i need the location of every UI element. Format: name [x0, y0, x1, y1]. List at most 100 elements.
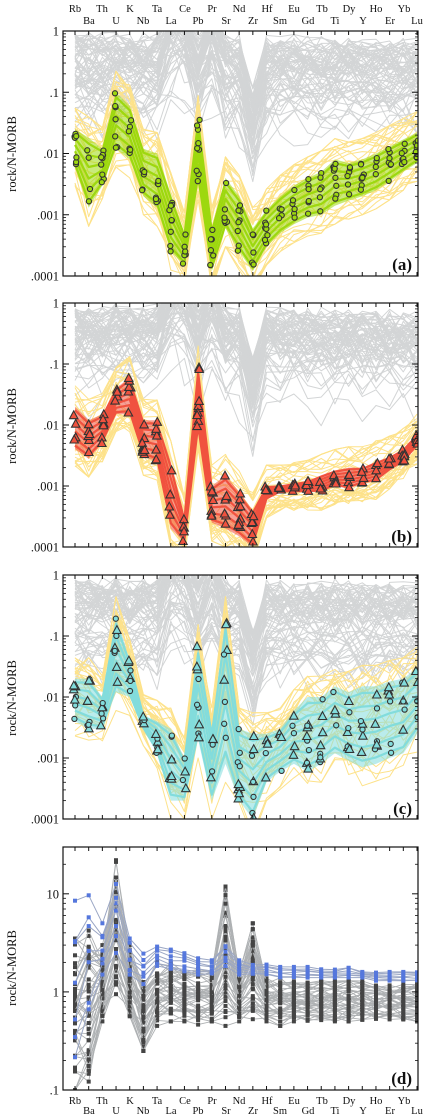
circle-marker [249, 231, 256, 238]
blue-square-marker [182, 967, 187, 972]
square-marker [73, 1038, 77, 1043]
circle-marker [330, 688, 337, 696]
yellow-pattern-line [74, 423, 418, 547]
circle-marker [317, 186, 324, 193]
y-tick-label: 1 [53, 25, 59, 39]
square-marker [237, 985, 242, 990]
square-marker [209, 999, 214, 1004]
square-marker [319, 991, 324, 996]
square-marker [319, 989, 324, 994]
square-marker [100, 943, 105, 948]
square-marker [86, 1038, 91, 1043]
blue-square-marker [250, 965, 255, 970]
square-marker [209, 1010, 214, 1015]
square-marker [127, 988, 132, 992]
circle-marker [344, 172, 351, 180]
circle-marker [111, 90, 119, 97]
circle-marker [221, 698, 229, 706]
blue-square-marker [305, 967, 310, 971]
circle-marker [99, 171, 106, 178]
square-marker [291, 1019, 296, 1024]
triangle-marker [372, 457, 383, 468]
circle-marker [195, 140, 202, 147]
square-marker [73, 989, 77, 994]
square-marker [155, 981, 160, 986]
blue-square-marker [141, 970, 146, 975]
square-marker [346, 1019, 351, 1024]
blue-square-marker [401, 978, 406, 983]
element-label-y: Y [359, 1106, 367, 1117]
square-marker [319, 984, 324, 989]
blue-square-marker [415, 976, 418, 981]
square-marker [86, 1027, 91, 1032]
circle-marker [262, 749, 269, 757]
element-label-tb-bottom: Tb [316, 1096, 328, 1107]
triangle-marker [123, 381, 135, 391]
triangle-marker [384, 689, 395, 699]
background-pattern-line [74, 321, 418, 457]
square-marker [223, 951, 228, 956]
square-marker [250, 996, 255, 1001]
background-pattern-line [74, 31, 418, 108]
square-marker [100, 1011, 105, 1016]
circle-marker [385, 177, 392, 185]
background-pattern-line [74, 575, 418, 668]
triangle-marker [207, 494, 219, 505]
circle-marker [179, 260, 187, 267]
triangle-marker [356, 466, 367, 476]
triangle-marker [152, 416, 163, 426]
circle-marker [332, 160, 339, 168]
circle-marker [413, 142, 418, 149]
square-marker [114, 975, 118, 980]
square-marker [223, 990, 228, 995]
background-pattern-line [74, 324, 418, 452]
circle-marker [401, 140, 408, 147]
element-label-y-top: Y [359, 16, 367, 27]
triangle-marker [138, 711, 149, 721]
square-marker [141, 1009, 146, 1014]
triangle-marker [82, 695, 93, 705]
element-label-nb-top: Nb [137, 16, 150, 27]
yellow-pattern-line [74, 421, 418, 547]
square-marker [374, 996, 378, 1001]
square-marker [360, 979, 365, 983]
panel-d-frame [62, 846, 419, 1091]
background-pattern-line [74, 575, 418, 655]
square-marker [360, 1000, 365, 1005]
background-pattern-line [74, 303, 418, 377]
square-marker [223, 884, 228, 889]
square-marker [264, 1013, 269, 1018]
yellow-pattern-line [74, 81, 418, 226]
circle-marker [168, 732, 176, 739]
blue-square-marker [155, 953, 160, 958]
circle-marker [291, 186, 298, 194]
triangle-marker [166, 464, 177, 475]
triangle-marker [191, 409, 203, 420]
square-marker [73, 961, 77, 966]
element-label-ti: Ti [331, 1106, 340, 1117]
blue-square-marker [86, 915, 91, 920]
element-label-hf: Hf [261, 4, 273, 15]
blue-square-marker [141, 982, 146, 987]
circle-marker [357, 161, 365, 168]
square-marker [141, 1006, 146, 1011]
triangle-marker [262, 738, 273, 748]
square-marker [360, 983, 365, 988]
element-label-pb-top: Pb [192, 16, 203, 27]
blue-square-marker [100, 921, 105, 926]
element-label-sr: Sr [221, 1106, 231, 1117]
panel-label-b: (b) [391, 527, 412, 546]
panel-label-c: (c) [393, 799, 412, 818]
background-pattern-line [74, 575, 418, 664]
blue-square-marker [182, 954, 187, 958]
square-marker [332, 981, 337, 986]
circle-marker [319, 696, 326, 703]
square-marker [182, 1009, 187, 1014]
square-marker [360, 996, 365, 1001]
circle-marker [386, 698, 394, 705]
blue-square-marker [237, 964, 242, 969]
square-marker [374, 1014, 378, 1019]
element-label-pr: Pr [207, 4, 217, 15]
element-label-la: La [165, 1106, 176, 1117]
square-marker [250, 982, 255, 987]
